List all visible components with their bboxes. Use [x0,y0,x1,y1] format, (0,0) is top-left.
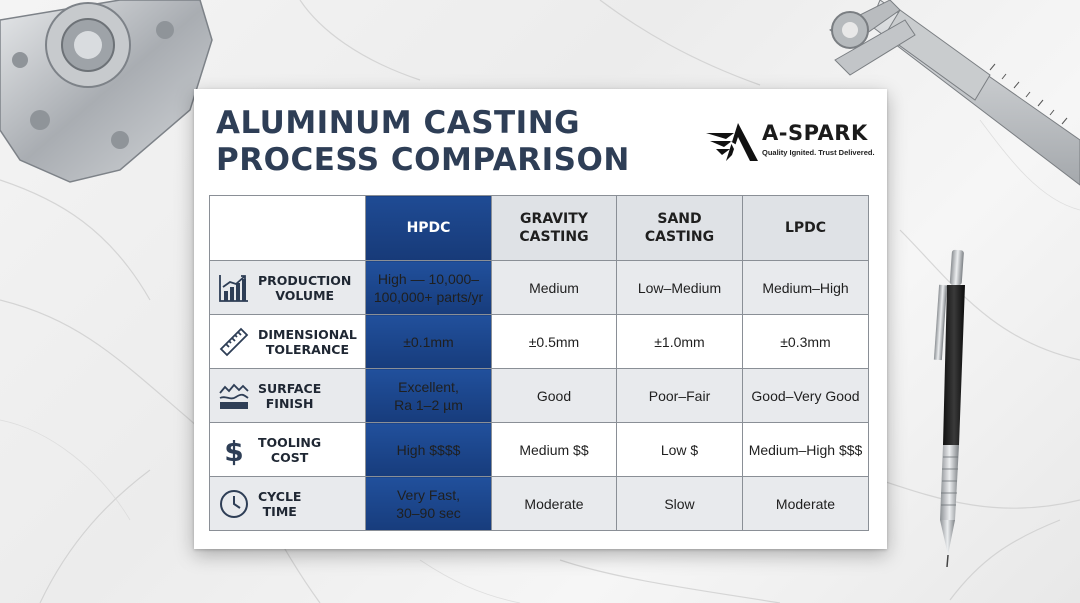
title-line-2: PROCESS COMPARISON [216,142,630,178]
comparison-table: HPDC GRAVITY CASTING SAND CASTING LPDC [209,195,869,531]
cell-sand: Poor–Fair [616,368,743,423]
title-line-1: ALUMINUM CASTING [216,105,581,141]
clock-icon [218,488,250,520]
row-label: SURFACE FINISH [258,380,322,411]
a-spark-logo-icon [706,123,758,161]
row-header-cycle-time: CYCLE TIME [209,476,366,531]
cell-hpdc: Excellent, Ra 1–2 µm [365,368,492,423]
table-row: CYCLE TIME Very Fast, 30–90 sec Moderate… [209,476,869,531]
cell-hpdc: High $$$$ [365,422,492,477]
column-header-sand-casting: SAND CASTING [616,195,743,261]
cell-lpdc: ±0.3mm [742,314,869,369]
row-label: CYCLE TIME [258,488,302,519]
caliper-image [829,0,1080,186]
table-row: $ TOOLING COST High $$$$ Medium $$ Low $… [209,422,869,477]
row-header-surface-finish: SURFACE FINISH [209,368,366,423]
cell-gravity: Moderate [491,476,617,531]
column-header-lpdc: LPDC [742,195,869,261]
cell-lpdc: Moderate [742,476,869,531]
column-header-gravity-casting: GRAVITY CASTING [491,195,617,261]
row-header-production-volume: PRODUCTION VOLUME [209,260,366,315]
cell-lpdc: Medium–High $$$ [742,422,869,477]
cell-sand: Slow [616,476,743,531]
column-header-hpdc: HPDC [365,195,492,261]
table-row: SURFACE FINISH Excellent, Ra 1–2 µm Good… [209,368,869,423]
aluminum-part-image [0,0,213,183]
row-header-tooling-cost: $ TOOLING COST [209,422,366,477]
bar-chart-icon [218,272,250,304]
cell-gravity: Good [491,368,617,423]
row-header-dimensional-tolerance: DIMENSIONAL TOLERANCE [209,314,366,369]
svg-text:$: $ [224,435,243,466]
row-label: PRODUCTION VOLUME [258,272,352,303]
comparison-card: ALUMINUM CASTING PROCESS COMPARISON A-SP… [194,89,887,549]
ruler-icon [218,326,250,358]
cell-sand: Low–Medium [616,260,743,315]
row-label: DIMENSIONAL TOLERANCE [258,326,357,357]
cell-lpdc: Good–Very Good [742,368,869,423]
surface-icon [218,380,250,412]
table-row: DIMENSIONAL TOLERANCE ±0.1mm ±0.5mm ±1.0… [209,314,869,369]
cell-gravity: Medium $$ [491,422,617,477]
cell-sand: Low $ [616,422,743,477]
pencil-image [933,249,965,568]
corner-cell [209,195,366,261]
brand-logo: A-SPARK Quality Ignited. Trust Delivered… [704,119,875,163]
cell-gravity: ±0.5mm [491,314,617,369]
cell-gravity: Medium [491,260,617,315]
row-label: TOOLING COST [258,434,322,465]
table-row: PRODUCTION VOLUME High — 10,000– 100,000… [209,260,869,315]
page-title: ALUMINUM CASTING PROCESS COMPARISON [216,105,630,179]
dollar-icon: $ [218,434,250,466]
brand-name: A-SPARK [762,121,868,145]
cell-hpdc: High — 10,000– 100,000+ parts/yr [365,260,492,315]
cell-lpdc: Medium–High [742,260,869,315]
cell-hpdc: Very Fast, 30–90 sec [365,476,492,531]
brand-tagline: Quality Ignited. Trust Delivered. [762,148,875,157]
cell-sand: ±1.0mm [616,314,743,369]
header-row: HPDC GRAVITY CASTING SAND CASTING LPDC [209,195,869,261]
cell-hpdc: ±0.1mm [365,314,492,369]
